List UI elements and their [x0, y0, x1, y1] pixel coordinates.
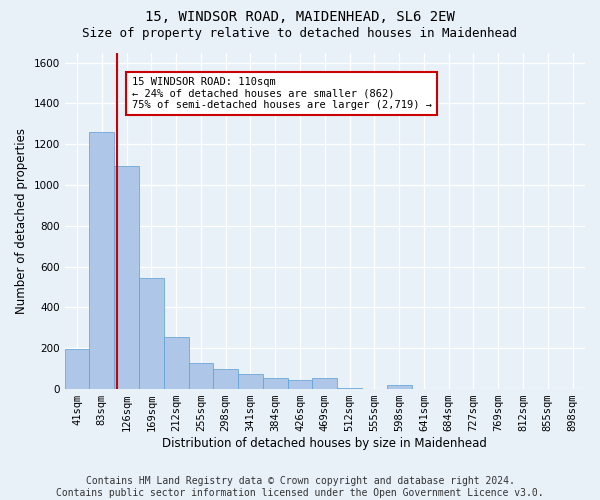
- Text: 15 WINDSOR ROAD: 110sqm
← 24% of detached houses are smaller (862)
75% of semi-d: 15 WINDSOR ROAD: 110sqm ← 24% of detache…: [131, 77, 431, 110]
- Y-axis label: Number of detached properties: Number of detached properties: [15, 128, 28, 314]
- X-axis label: Distribution of detached houses by size in Maidenhead: Distribution of detached houses by size …: [163, 437, 487, 450]
- Bar: [313, 378, 337, 389]
- Bar: [65, 350, 89, 389]
- Bar: [238, 374, 263, 389]
- Bar: [188, 362, 214, 389]
- Bar: [263, 378, 287, 389]
- Bar: [337, 388, 362, 389]
- Bar: [114, 166, 139, 389]
- Text: 15, WINDSOR ROAD, MAIDENHEAD, SL6 2EW: 15, WINDSOR ROAD, MAIDENHEAD, SL6 2EW: [145, 10, 455, 24]
- Bar: [287, 380, 313, 389]
- Bar: [164, 337, 188, 389]
- Bar: [139, 278, 164, 389]
- Bar: [214, 368, 238, 389]
- Bar: [387, 385, 412, 389]
- Text: Size of property relative to detached houses in Maidenhead: Size of property relative to detached ho…: [83, 28, 517, 40]
- Text: Contains HM Land Registry data © Crown copyright and database right 2024.
Contai: Contains HM Land Registry data © Crown c…: [56, 476, 544, 498]
- Bar: [89, 132, 114, 389]
